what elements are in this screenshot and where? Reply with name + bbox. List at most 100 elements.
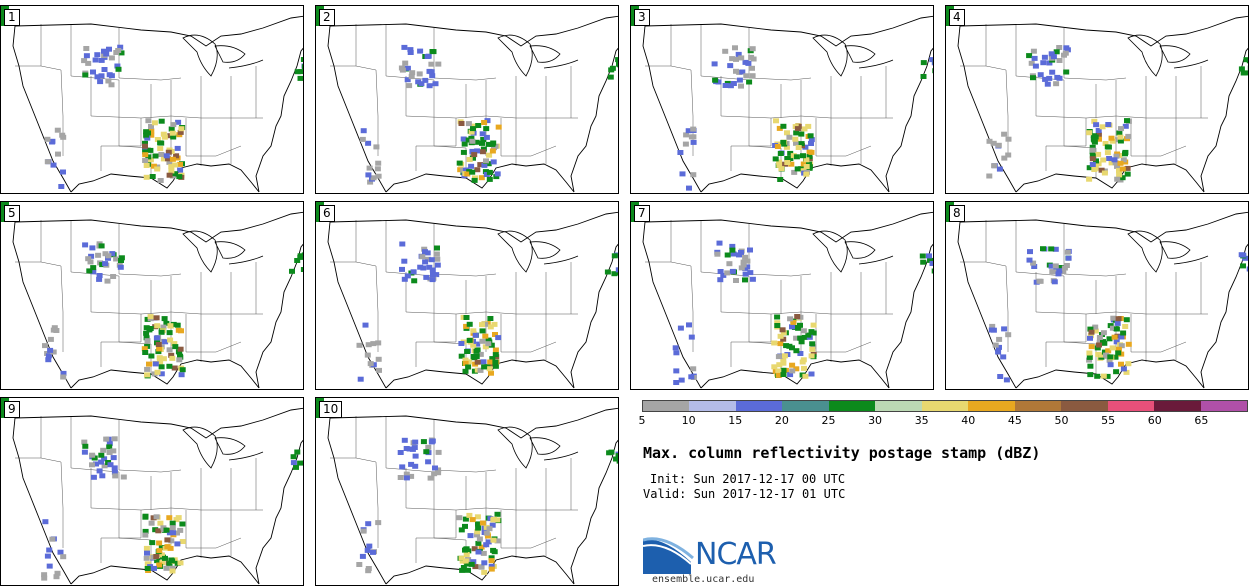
reflectivity-cell — [483, 542, 490, 548]
reflectivity-cell — [932, 58, 933, 64]
reflectivity-cell — [1125, 361, 1132, 367]
reflectivity-cell — [401, 258, 408, 264]
reflectivity-cell — [1122, 151, 1128, 157]
reflectivity-cell — [494, 538, 501, 544]
reflectivity-cell — [469, 148, 476, 154]
reflectivity-cell — [166, 172, 173, 178]
reflectivity-cell — [483, 530, 490, 536]
reflectivity-cell — [478, 564, 485, 570]
reflectivity-cell — [931, 60, 933, 66]
reflectivity-cell — [60, 169, 66, 175]
reflectivity-cell — [772, 156, 779, 162]
coastline — [14, 15, 303, 47]
reflectivity-cell — [166, 515, 173, 521]
reflectivity-cell — [487, 316, 494, 321]
reflectivity-cell — [747, 270, 754, 276]
reflectivity-cell — [470, 559, 477, 565]
reflectivity-cell — [1117, 160, 1124, 166]
reflectivity-cell — [149, 174, 156, 179]
reflectivity-cell — [482, 321, 489, 327]
reflectivity-cell — [474, 167, 481, 173]
reflectivity-cell — [484, 118, 491, 124]
reflectivity-cell — [475, 540, 482, 546]
coastline — [329, 15, 618, 47]
reflectivity-cell — [370, 362, 377, 368]
reflectivity-cell — [1026, 53, 1033, 59]
reflectivity-cell — [480, 550, 487, 556]
reflectivity-cell — [110, 455, 117, 461]
legend-swatch — [643, 401, 690, 411]
reflectivity-cell — [177, 129, 184, 135]
reflectivity-cell — [479, 322, 485, 328]
reflectivity-cell — [166, 363, 173, 369]
reflectivity-cell — [148, 132, 155, 138]
reflectivity-cell — [1101, 170, 1108, 176]
reflectivity-cell — [749, 65, 755, 71]
reflectivity-cell — [96, 276, 103, 282]
reflectivity-cell — [477, 351, 484, 357]
state-border — [355, 24, 379, 117]
reflectivity-cell — [1111, 334, 1118, 340]
reflectivity-cell — [90, 269, 97, 275]
reflectivity-cell — [1062, 50, 1069, 56]
reflectivity-cell — [729, 247, 736, 253]
reflectivity-cell — [1125, 133, 1132, 139]
reflectivity-cell — [806, 164, 813, 170]
reflectivity-cell — [777, 151, 784, 156]
reflectivity-cell — [99, 473, 106, 479]
reflectivity-cell — [160, 131, 167, 137]
state-border — [40, 24, 64, 117]
reflectivity-cell — [486, 152, 493, 158]
state-border — [433, 28, 497, 81]
reflectivity-cell — [485, 539, 492, 545]
reflectivity-cell — [160, 156, 167, 162]
state-border — [185, 510, 242, 549]
member-label: 5 — [4, 205, 20, 222]
reflectivity-cell — [1104, 150, 1111, 156]
reflectivity-cell — [1005, 332, 1012, 338]
reflectivity-cell — [672, 345, 679, 351]
reflectivity-cell — [169, 520, 176, 526]
reflectivity-cell — [810, 322, 817, 328]
reflectivity-cell — [462, 547, 468, 553]
reflectivity-cell — [1048, 246, 1055, 252]
reflectivity-cell — [488, 342, 495, 348]
reflectivity-cell — [157, 146, 164, 152]
reflectivity-cell — [726, 261, 733, 267]
state-border — [1130, 118, 1187, 157]
reflectivity-cell — [927, 257, 933, 263]
reflectivity-cell — [1005, 152, 1012, 158]
reflectivity-cell — [101, 463, 108, 469]
reflectivity-cell — [1003, 377, 1010, 383]
reflectivity-cell — [1108, 160, 1115, 166]
reflectivity-cell — [738, 83, 744, 89]
reflectivity-cell — [802, 373, 809, 379]
reflectivity-cell — [673, 380, 680, 385]
reflectivity-cell — [366, 543, 373, 549]
reflectivity-cell — [470, 328, 477, 334]
reflectivity-cell — [1057, 265, 1064, 270]
reflectivity-cell — [93, 461, 99, 467]
reflectivity-cell — [1122, 324, 1129, 329]
reflectivity-cell — [105, 78, 112, 84]
coastline — [885, 47, 933, 193]
reflectivity-cell — [1122, 123, 1129, 129]
reflectivity-cell — [469, 517, 476, 523]
reflectivity-cell — [468, 561, 475, 567]
reflectivity-cell — [780, 367, 787, 373]
reflectivity-cell — [744, 258, 751, 264]
reflectivity-cell — [168, 164, 175, 170]
valid-time: Valid: Sun 2017-12-17 01 UTC — [643, 487, 846, 501]
reflectivity-cell — [488, 566, 495, 572]
reflectivity-cell — [177, 354, 184, 360]
reflectivity-cell — [155, 349, 162, 355]
reflectivity-cell — [460, 136, 467, 142]
reflectivity-cell — [150, 163, 157, 169]
reflectivity-cell — [739, 69, 746, 75]
reflectivity-cell — [1054, 74, 1061, 80]
reflectivity-cell — [789, 362, 796, 368]
reflectivity-cell — [1111, 157, 1118, 163]
reflectivity-cell — [169, 355, 176, 361]
reflectivity-cell — [164, 544, 171, 550]
reflectivity-cell — [1055, 271, 1062, 277]
